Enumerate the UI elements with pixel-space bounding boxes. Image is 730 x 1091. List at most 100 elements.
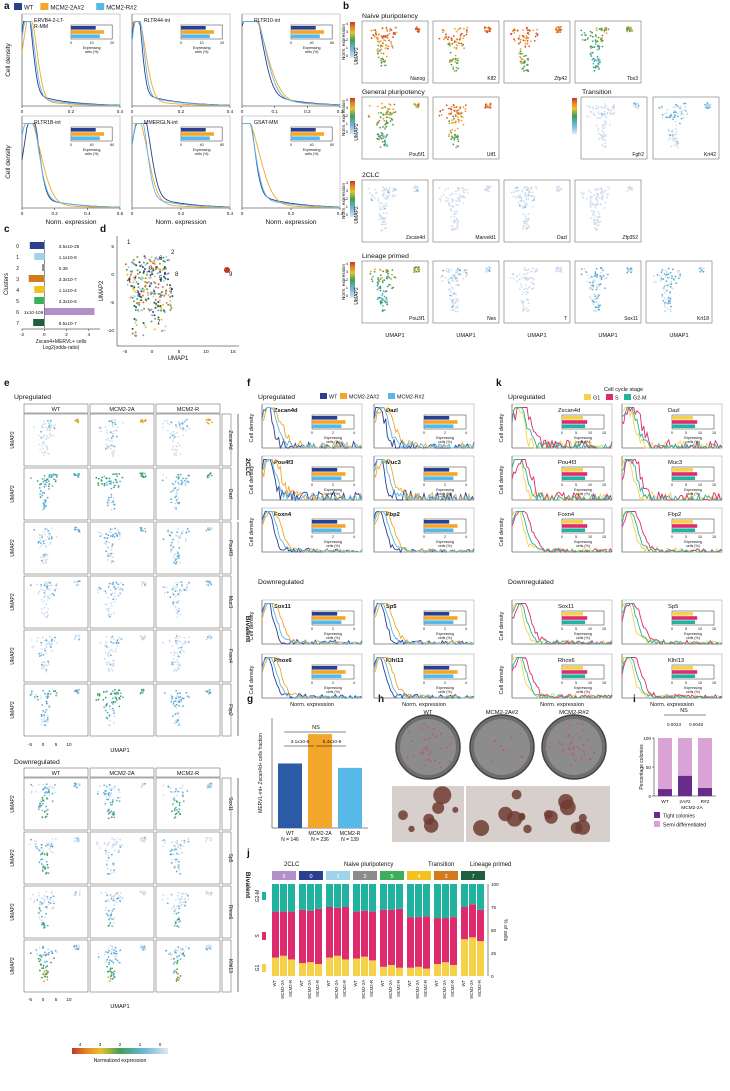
umap-point — [527, 217, 529, 219]
umap-point — [602, 139, 604, 141]
umap-point — [628, 270, 630, 272]
umap-point — [587, 281, 589, 283]
umap-point — [455, 114, 457, 116]
plot-title: MMERGLN-int — [144, 120, 178, 126]
umap-point — [380, 49, 382, 51]
umap-point — [46, 587, 48, 589]
umap-point — [178, 955, 180, 957]
umap-point — [374, 189, 376, 191]
umap-point — [605, 145, 607, 147]
umap-point — [107, 432, 109, 434]
umap-point — [43, 540, 45, 542]
umap-point — [668, 298, 670, 300]
row-gene-label: Muc3 — [227, 596, 233, 608]
umap-point — [380, 137, 382, 139]
y-label: UMAP2 — [10, 539, 16, 556]
umap-point — [452, 278, 454, 280]
umap-point — [459, 107, 461, 109]
umap-point — [46, 974, 48, 976]
umap-point — [536, 29, 538, 31]
umap-point — [636, 103, 638, 105]
umap-point — [527, 59, 529, 61]
umap-point — [56, 476, 58, 478]
umap-point — [40, 695, 42, 697]
umap-point — [45, 891, 47, 893]
umap-point — [633, 105, 635, 107]
umap-point — [453, 280, 455, 282]
umap-gene-label: Nes — [487, 316, 496, 322]
umap-point — [372, 196, 374, 198]
umap-point — [596, 284, 598, 286]
umap-point — [674, 110, 676, 112]
panel-letter-e: e — [4, 378, 10, 389]
umap-point — [162, 480, 164, 482]
umap-point — [109, 980, 111, 982]
umap-point — [525, 228, 527, 230]
umap-point — [604, 31, 606, 33]
umap-point — [49, 589, 51, 591]
umap-point — [107, 505, 109, 507]
umap-point — [144, 528, 146, 530]
umap-point — [171, 697, 173, 699]
inset-bar — [291, 30, 324, 34]
umap-point — [41, 721, 43, 723]
umap-point — [525, 277, 527, 279]
umap-point — [179, 902, 181, 904]
umap-point — [109, 650, 111, 652]
inset-bar — [291, 34, 320, 38]
umap-point — [378, 297, 380, 299]
umap-point — [384, 60, 386, 62]
umap-point — [521, 277, 523, 279]
umap-point — [113, 949, 115, 951]
umap-point — [454, 47, 456, 49]
umap-point — [586, 275, 588, 277]
umap-point — [446, 117, 448, 119]
umap-point — [454, 211, 456, 213]
umap-point — [111, 432, 113, 434]
umap-point — [183, 800, 185, 802]
umap-point — [605, 136, 607, 138]
umap-point — [175, 609, 177, 611]
umap-point — [534, 40, 536, 42]
umap-point — [46, 976, 48, 978]
umap-point — [36, 899, 38, 901]
umap-point — [44, 795, 46, 797]
umap-point — [600, 106, 602, 108]
umap-point — [114, 849, 116, 851]
x-label: Norm. expression — [402, 702, 446, 708]
x-tick-label: 0 — [42, 997, 45, 1002]
umap-point — [178, 912, 180, 914]
umap-point — [145, 277, 147, 279]
umap-point — [392, 108, 394, 110]
umap-point — [40, 644, 42, 646]
umap-point — [34, 843, 36, 845]
y-tick-label: 0 — [111, 272, 114, 278]
y-label: Cell density — [5, 144, 12, 178]
umap-point — [150, 309, 152, 311]
umap-point — [532, 192, 534, 194]
umap-point — [600, 117, 602, 119]
umap-point — [104, 954, 106, 956]
umap-point — [206, 419, 208, 421]
umap-point — [78, 639, 80, 641]
umap-point — [522, 62, 524, 64]
umap-point — [613, 104, 615, 106]
x-tick-label: 0.4 — [227, 211, 234, 216]
umap-point — [113, 839, 115, 841]
umap-frame — [433, 97, 499, 159]
umap-point — [377, 289, 379, 291]
umap-point — [111, 949, 113, 951]
umap-point — [39, 487, 41, 489]
umap-point — [111, 488, 113, 490]
umap-point — [117, 586, 119, 588]
umap-point — [180, 480, 182, 482]
inset-bar — [562, 416, 583, 420]
cluster-label: 5 — [159, 276, 163, 282]
x-tick-label: 0.2 — [51, 211, 58, 216]
umap-point — [163, 538, 165, 540]
inset-bar — [312, 416, 337, 420]
umap-point — [118, 706, 120, 708]
umap-point — [50, 785, 52, 787]
umap-point — [455, 48, 457, 50]
